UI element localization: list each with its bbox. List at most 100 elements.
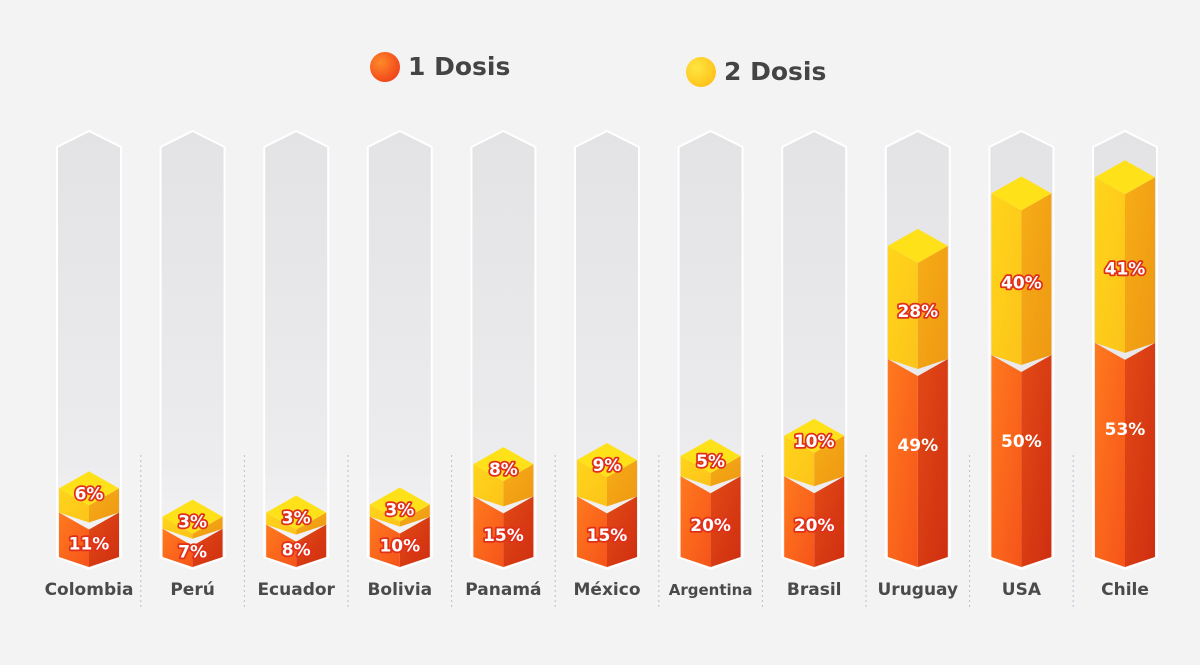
bar-dose1-value-label: 20% [690,516,731,536]
bar-track [263,129,330,571]
category-label: Argentina [669,581,753,599]
bar-dose2-top-face [887,228,948,263]
bar-dose2-left-face [1095,177,1125,353]
legend-dose1-swatch [370,52,400,82]
bar-track [366,129,433,571]
legend-dose2-swatch [686,57,716,87]
bar-dose2-value-label: 8% [489,460,518,480]
bar-dose2-value-label: 3% [282,509,311,529]
bar-dose1-right-face [1021,355,1052,567]
bar-dose2-value-label: 3% [178,513,207,533]
category-label: Panamá [465,580,541,600]
bar-dose2-top-face [784,418,845,453]
legend-dose2-label: 2 Dosis [724,57,826,86]
bar-dose1-value-label: 50% [1001,432,1042,452]
bar-dose2-value-label: 41% [1105,260,1146,280]
bar-dose2-left-face [162,516,193,539]
bar-dose1-value-label: 7% [178,542,207,562]
bar-track [56,129,122,571]
category-label: Ecuador [257,580,335,600]
bar-dose2-value-label: 10% [794,432,835,452]
bar-dose2-top-face [991,176,1052,211]
bar-dose1-right-face [399,516,430,567]
category-label: Perú [170,580,214,600]
bar-dose1-value-label: 15% [587,526,628,546]
bar-dose2-right-face [1125,177,1155,353]
bar-dose1-right-face [296,524,327,567]
bars: 11%6%7%3%8%3%10%3%15%8%15%9%20%5%20%10% 4… [56,129,1158,571]
bar-dose2-right-face [917,245,948,370]
bar-dose2-top-face [266,495,327,530]
bar-group: 20% 10% [781,129,848,571]
bar-dose2-value-label: 40% [1001,274,1042,294]
bar-dose1-left-face [162,528,193,567]
bar-dose2-right-face [607,460,637,507]
bar-dose1-left-face [1095,342,1125,567]
category-label: Colombia [45,580,134,600]
bar-dose1-value-label: 53% [1105,420,1146,440]
legend: 1 Dosis 2 Dosis [370,52,826,87]
bar-group: 50% 40% [988,129,1055,571]
category-labels: Colombia Perú Ecuador Bolivia Panamá México Ar… [45,580,1149,600]
bar-dose1-left-face [369,516,400,567]
bar-dose1-right-face [503,496,534,567]
category-label: Chile [1101,580,1149,600]
category-label: Bolivia [367,580,432,600]
bar-dose2-top-face [59,471,119,506]
bar-group: 11% 6% [56,129,122,571]
bar-dose1-value-label: 20% [794,516,835,536]
bar-dose1-value-label: 8% [282,540,311,560]
bar-dose2-left-face [266,512,297,535]
bar-dose2-top-face [1095,160,1155,195]
bar-dose2-top-face [369,487,430,522]
legend-item-dose1: 1 Dosis [370,52,510,82]
category-label: Brasil [787,580,842,600]
bar-group: 10% 3% [366,129,433,571]
bar-dose2-right-face [814,435,845,487]
bar-dose1-right-face [1125,342,1155,567]
bar-group: 49% 28% [884,129,951,571]
bar-dose1-left-face [577,496,607,567]
bar-dose1-value-label: 11% [69,534,110,554]
bar-dose2-top-face [577,443,637,478]
bar-dose1-right-face [710,476,741,567]
bar-dose2-top-face [473,447,534,482]
legend-dose1-label: 1 Dosis [408,52,510,81]
bar-dose1-right-face [917,359,948,567]
bar-dose2-left-face [680,456,711,487]
bar-track [159,129,226,571]
category-label: México [574,580,641,600]
bar-dose2-right-face [710,456,741,487]
bar-dose2-right-face [89,488,119,523]
bar-dose2-left-face [991,193,1022,365]
bar-group: 15% 9% [574,129,640,571]
bar-dose2-left-face [887,245,918,370]
bar-dose2-value-label: 6% [75,484,104,504]
bar-dose1-left-face [266,524,297,567]
bar-dose1-left-face [473,496,504,567]
bar-dose1-left-face [59,512,89,567]
bar-group: 53% 41% [1092,129,1158,571]
category-label: Uruguay [878,580,959,600]
bar-dose2-left-face [784,435,815,487]
bar-dose2-top-face [680,439,741,473]
bar-dose2-value-label: 28% [897,302,938,322]
bar-dose2-right-face [296,512,327,535]
bar-dose1-value-label: 10% [379,536,420,556]
bar-dose2-value-label: 5% [696,452,725,472]
bar-dose2-left-face [577,460,607,507]
bar-dose2-right-face [192,516,223,539]
bar-dose2-top-face [162,499,223,534]
bar-dose2-left-face [59,488,89,523]
bar-dose2-value-label: 9% [593,456,622,476]
bar-group: 15% 8% [470,129,537,571]
bar-group: 7%3% [159,129,226,571]
bar-group: 20% 5% [677,129,744,571]
bar-dose1-value-label: 15% [483,526,524,546]
bar-dose1-right-face [607,496,637,567]
bar-dose1-left-face [887,359,918,567]
bar-dose2-right-face [503,464,534,507]
bar-dose1-left-face [991,355,1022,567]
bar-dose1-right-face [89,512,119,567]
